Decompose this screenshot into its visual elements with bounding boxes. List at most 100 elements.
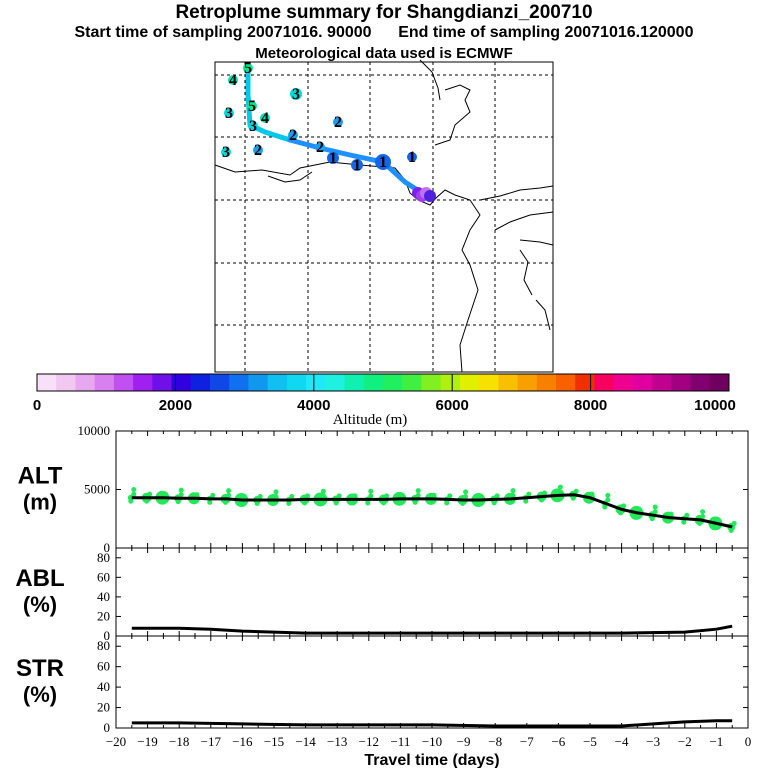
release-point-dot [424,190,436,202]
map-marker-dot [290,88,302,100]
chart-title: Retroplume summary for Shangdianzi_20071… [175,2,593,23]
y-tick-label: 5000 [84,482,110,497]
colorbar-tick-label: 2000 [159,397,192,414]
map-marker-dot [260,113,270,123]
alt-scatter-point [697,520,703,526]
alt-scatter-point [226,492,232,498]
colorbar-cell [133,374,153,391]
map-marker-dot [247,101,257,111]
x-tick-label: −8 [488,734,502,749]
alt-scatter-point [602,504,608,510]
alt-scatter-point [665,518,671,524]
alt-scatter-point [681,519,687,525]
alt-scatter-point [554,496,560,502]
map-marker-label: 1 [329,150,337,167]
x-tick-label: −9 [457,734,471,749]
y-tick-label: 80 [97,550,110,565]
map-marker-dot [351,159,363,171]
colorbar-cells [37,374,730,391]
alt-scatter-point [162,491,168,497]
alt-scatter-point [254,501,260,507]
alt-scatter-point [191,499,197,505]
alt-scatter-point [668,511,674,517]
map-marker-dot [315,142,325,152]
series-line [131,493,733,529]
alt-scatter-point [463,489,469,495]
alt-scatter-point [317,500,323,506]
alt-scatter-point [728,527,734,533]
series-line [131,719,733,728]
alt-scatter-point [428,499,434,505]
x-tick-label: −5 [583,734,597,749]
x-tick-label: −7 [520,734,534,749]
x-tick-label: −17 [201,734,222,749]
x-tick-label: −16 [232,734,253,749]
panel-alt: ALT(m) 0 5000 10000 [18,423,749,555]
alt-scatter-point [178,492,184,498]
alt-scatter-point [320,493,326,499]
alt-scatter-point [131,491,137,497]
x-tick-label: −10 [422,734,442,749]
alt-scatter-point [460,501,466,507]
map-marker-label: 3 [225,105,233,122]
colorbar-cell [556,374,576,391]
map-marker-label: 3 [222,144,230,161]
start-time-label: Start time of sampling 20071016. 90000 [74,24,372,41]
y-tick-label: 40 [97,679,110,694]
alt-scatter-point [573,488,579,494]
alt-scatter-point [636,506,642,512]
map-marker-label: 2 [334,114,342,131]
colorbar-cell [594,374,615,391]
alt-scatter-point [302,500,308,506]
alt-scatter-point [194,492,200,498]
alt-scatter-point [494,493,500,499]
y-tick-label: 40 [97,589,110,604]
alt-scatter-point [557,489,563,495]
alt-scatter-point [510,492,516,498]
x-tick-label: −14 [295,734,316,749]
map-marker-dot [221,147,231,157]
alt-scatter-point [368,488,374,494]
colorbar-cell [613,374,634,391]
time-series-panels: ALT(m)0500010000ABL(%)020406080STR(%)020… [15,423,751,768]
map-marker-label: 3 [292,86,300,103]
colorbar-cell [709,374,730,391]
alt-scatter-point [539,497,545,503]
alt-scatter-point [241,494,247,500]
y-tick-label: 0 [104,720,111,735]
colorbar-cell [113,374,134,391]
y-tick-label: 20 [97,608,110,623]
alt-scatter-point [700,513,706,519]
alt-scatter-point [649,516,655,522]
map-marker-label: 2 [316,139,324,156]
map-marker-label: 5 [248,98,256,115]
alt-scatter-point [368,493,374,499]
alt-scatter-point [159,498,165,504]
alt-scatter-point [589,491,595,497]
colorbar-tick-label: 8000 [574,397,607,414]
alt-scatter-point [178,487,184,493]
colorbar-cell [440,374,461,391]
panel-frame [115,430,749,549]
alt-scatter-point [131,487,137,492]
alt-scatter-point [396,499,402,505]
colorbar-tick-label: 6000 [436,397,469,414]
alt-scatter-point [415,492,421,498]
panel-label: STR [16,655,64,682]
end-time-label: End time of sampling 20071016.120000 [398,24,694,41]
x-tick-label: −12 [359,734,379,749]
map-marker-label: 2 [254,142,262,159]
x-tick-label: −13 [327,734,347,749]
map-marker-label: 1 [379,154,387,171]
x-tick-label: 0 [745,734,752,749]
map-gridlines [215,62,553,372]
colorbar-cell [402,374,422,391]
colorbar-cell [575,374,595,391]
alt-scatter-point [415,488,421,494]
alt-scatter-point [444,500,450,506]
colorbar-cell [286,374,307,391]
alt-scatter-point [618,510,624,516]
colorbar-cell [421,374,442,391]
